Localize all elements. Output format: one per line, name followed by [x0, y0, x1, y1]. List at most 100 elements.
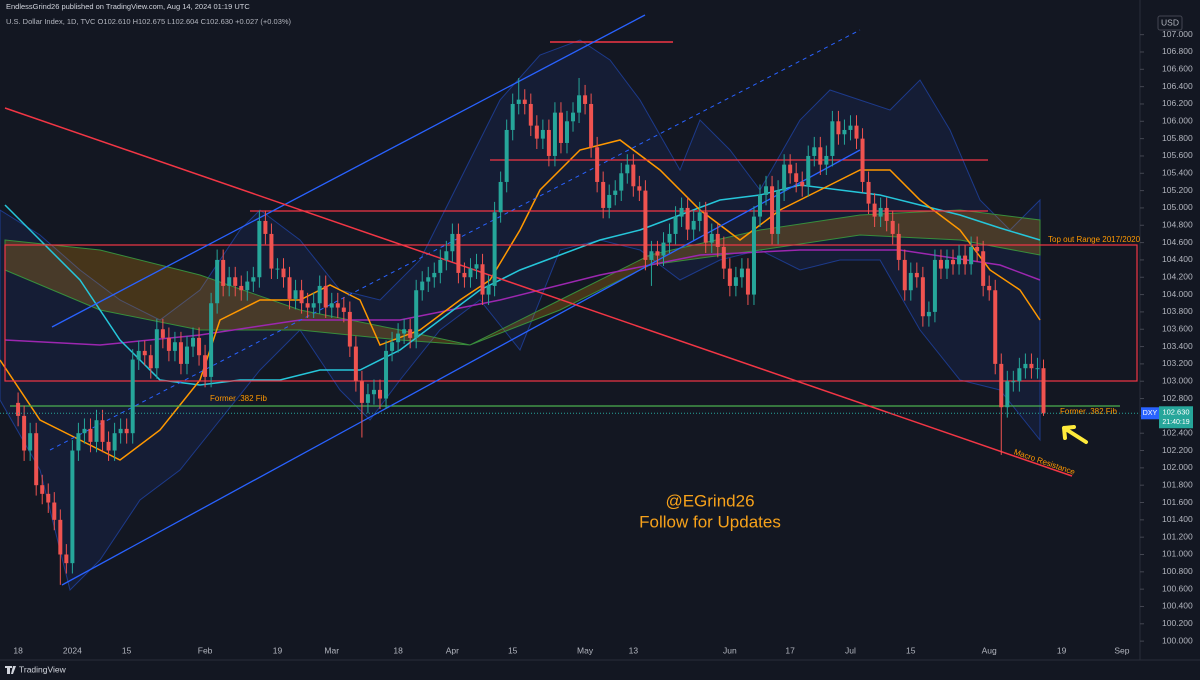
- candle-body: [938, 259, 943, 269]
- candle-body: [112, 433, 117, 451]
- candle-body: [993, 290, 998, 364]
- candle-body: [739, 268, 744, 278]
- price-axis: [1140, 0, 1200, 660]
- candle-body: [685, 207, 690, 230]
- candle-body: [239, 285, 244, 291]
- handle: @EGrind26: [665, 491, 754, 510]
- candle-body: [257, 220, 262, 278]
- candle-body: [842, 129, 847, 135]
- candle-body: [884, 207, 889, 221]
- candle-body: [637, 186, 642, 191]
- x-tick-label: Sep: [1114, 645, 1129, 655]
- candle-body: [546, 129, 551, 156]
- candle-body: [613, 190, 618, 195]
- candle-body: [836, 121, 841, 135]
- candle-body: [824, 155, 829, 165]
- candle-body: [76, 433, 81, 451]
- candle-body: [184, 346, 189, 364]
- candle-body: [944, 259, 949, 269]
- candle-body: [854, 125, 859, 139]
- candle-body: [480, 264, 485, 295]
- candle-body: [999, 363, 1004, 408]
- candle-body: [522, 99, 527, 104]
- candle-body: [359, 381, 364, 403]
- y-tick-label: 105.800: [1162, 133, 1193, 143]
- candle-body: [1029, 363, 1034, 369]
- x-tick-label: 2024: [63, 645, 82, 655]
- y-tick-label: 102.000: [1162, 462, 1193, 472]
- candle-body: [1005, 381, 1010, 408]
- y-tick-label: 105.600: [1162, 150, 1193, 160]
- y-tick-label: 101.600: [1162, 497, 1193, 507]
- y-tick-label: 101.400: [1162, 514, 1193, 524]
- candle-body: [848, 125, 853, 130]
- candle-body: [299, 290, 304, 304]
- candle-body: [263, 220, 268, 234]
- y-tick-label: 102.800: [1162, 393, 1193, 403]
- y-tick-label: 103.200: [1162, 358, 1193, 368]
- candle-body: [673, 216, 678, 234]
- candle-body: [516, 99, 521, 104]
- publisher: EndlessGrind26 published on TradingView.…: [6, 2, 250, 11]
- brand: TradingView: [5, 664, 67, 674]
- candle-body: [661, 242, 666, 256]
- candle-body: [896, 233, 901, 260]
- candle-body: [969, 246, 974, 265]
- candle-body: [341, 307, 346, 312]
- candle-body: [697, 212, 702, 221]
- candle-body: [154, 329, 159, 369]
- ma-20: [0, 139, 1041, 461]
- candle-body: [227, 277, 232, 286]
- candle-body: [1011, 381, 1016, 383]
- y-tick-label: 102.400: [1162, 427, 1193, 437]
- y-tick-label: 105.400: [1162, 168, 1193, 178]
- brand-logo: [5, 666, 16, 674]
- candle-body: [94, 420, 99, 442]
- candle-body: [22, 415, 27, 451]
- candle-body: [378, 389, 382, 399]
- candle-body: [468, 268, 473, 278]
- candle-body: [552, 112, 557, 156]
- candle-body: [957, 255, 962, 265]
- x-tick-label: 19: [1057, 645, 1067, 655]
- candle-body: [46, 493, 51, 503]
- candle-body: [275, 268, 280, 270]
- candle-body: [1035, 368, 1040, 370]
- candle-body: [209, 303, 214, 377]
- candle-body: [709, 233, 714, 243]
- candle-body: [456, 233, 461, 273]
- candle-body: [106, 441, 111, 451]
- candle-body: [866, 181, 871, 204]
- y-tick-label: 104.200: [1162, 271, 1193, 281]
- arrow: [1062, 425, 1088, 444]
- candle-body: [908, 272, 913, 291]
- range-label: Top out Range 2017/2020: [1048, 235, 1141, 244]
- candle-body: [721, 246, 726, 269]
- candle-body: [528, 103, 533, 126]
- candle-body: [408, 329, 413, 338]
- y-tick-label: 102.200: [1162, 445, 1193, 455]
- y-tick-label: 104.800: [1162, 220, 1193, 230]
- currency-box: [1157, 15, 1183, 31]
- candle-body: [534, 125, 539, 139]
- x-tick-label: Apr: [446, 645, 459, 655]
- candle-body: [914, 272, 919, 278]
- candle-body: [432, 272, 437, 278]
- candle-body: [770, 186, 775, 234]
- candle-body: [951, 259, 956, 265]
- candle-body: [987, 285, 992, 291]
- candle-body: [16, 402, 21, 416]
- x-tick-label: 18: [393, 645, 403, 655]
- candle-body: [1041, 368, 1046, 414]
- candle-body: [426, 277, 431, 282]
- x-tick-label: 18: [13, 645, 23, 655]
- candle-body: [788, 164, 793, 174]
- candle-body: [691, 220, 696, 230]
- candle-body: [1017, 368, 1022, 382]
- candle-body: [920, 277, 925, 317]
- candle-body: [414, 290, 419, 338]
- candle-body: [52, 502, 57, 520]
- candle-body: [577, 95, 582, 113]
- y-tick-label: 106.400: [1162, 81, 1193, 91]
